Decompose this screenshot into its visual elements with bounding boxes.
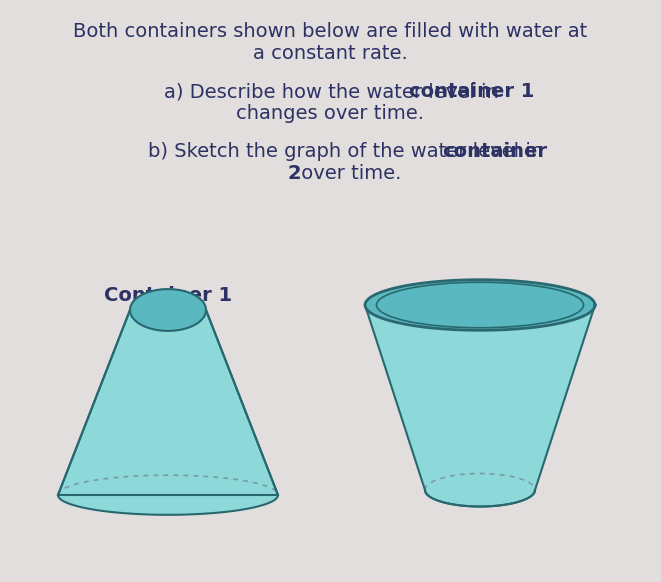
Polygon shape xyxy=(365,305,595,490)
Text: Both containers shown below are filled with water at: Both containers shown below are filled w… xyxy=(73,22,587,41)
Polygon shape xyxy=(58,310,278,495)
Ellipse shape xyxy=(365,280,595,331)
Text: Container 1: Container 1 xyxy=(104,286,232,305)
Text: b) Sketch the graph of the water level in: b) Sketch the graph of the water level i… xyxy=(147,142,549,161)
Text: changes over time.: changes over time. xyxy=(236,104,424,123)
Ellipse shape xyxy=(130,289,206,331)
Text: container 1: container 1 xyxy=(409,82,535,101)
Ellipse shape xyxy=(58,475,278,515)
Text: container: container xyxy=(442,142,547,161)
Text: 2: 2 xyxy=(288,164,301,183)
Ellipse shape xyxy=(425,474,535,506)
Text: Container 2: Container 2 xyxy=(416,286,544,305)
Text: a constant rate.: a constant rate. xyxy=(253,44,407,63)
Text: a) Describe how the water level in: a) Describe how the water level in xyxy=(165,82,506,101)
Text: over time.: over time. xyxy=(295,164,402,183)
